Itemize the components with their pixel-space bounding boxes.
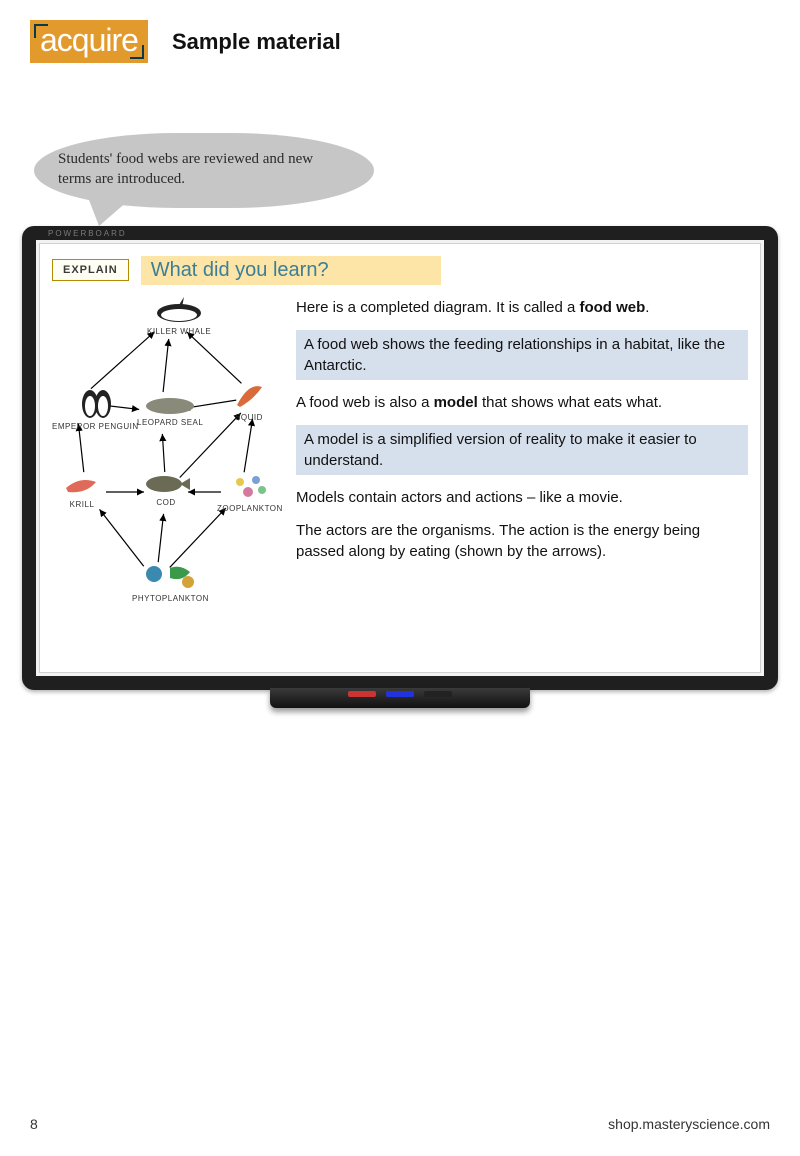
node-krill: KRILL (62, 472, 102, 509)
slide-content: KILLER WHALE EMPEROR PENGUIN LEOPARD SEA… (52, 297, 748, 617)
node-label: COD (156, 498, 175, 507)
acquire-logo: acquire (30, 20, 148, 63)
paragraph-4: The actors are the organisms. The action… (296, 520, 748, 562)
red-marker-icon (348, 691, 376, 697)
paragraph-3: Models contain actors and actions – like… (296, 487, 748, 508)
whiteboard-frame: POWERBOARD EXPLAIN What did you learn? (22, 226, 778, 690)
whiteboard-screen: EXPLAIN What did you learn? KILLER WHALE (39, 243, 761, 673)
page-footer: 8 shop.masteryscience.com (0, 1116, 800, 1132)
node-label: KRILL (70, 500, 95, 509)
black-marker-icon (424, 691, 452, 697)
definition-model: A model is a simplified version of reali… (296, 425, 748, 475)
board-brand-label: POWERBOARD (48, 229, 127, 238)
food-web-diagram: KILLER WHALE EMPEROR PENGUIN LEOPARD SEA… (52, 297, 282, 617)
node-leopard-seal: LEOPARD SEAL (137, 392, 203, 427)
node-label: KILLER WHALE (147, 327, 211, 336)
node-label: EMPEROR PENGUIN (52, 422, 139, 431)
footer-url: shop.masteryscience.com (608, 1116, 770, 1132)
page-header: acquire Sample material (0, 0, 800, 73)
node-squid: SQUID (232, 377, 266, 422)
node-phytoplankton: PHYTOPLANKTON (132, 562, 209, 603)
explain-title: What did you learn? (141, 256, 441, 285)
text-column: Here is a completed diagram. It is calle… (296, 297, 748, 617)
paragraph-1: Here is a completed diagram. It is calle… (296, 297, 748, 318)
node-cod: COD (142, 472, 190, 507)
node-emperor-penguin: EMPEROR PENGUIN (52, 382, 139, 431)
node-label: ZOOPLANKTON (217, 504, 283, 513)
node-label: SQUID (235, 413, 263, 422)
paragraph-2: A food web is also a model that shows wh… (296, 392, 748, 413)
speech-bubble: Students' food webs are reviewed and new… (34, 133, 374, 208)
page-number: 8 (30, 1116, 38, 1132)
speech-bubble-container: Students' food webs are reviewed and new… (34, 133, 800, 208)
explain-tag: EXPLAIN (52, 259, 129, 281)
node-zooplankton: ZOOPLANKTON (217, 472, 283, 513)
node-killer-whale: KILLER WHALE (147, 297, 211, 336)
marker-tray (270, 688, 530, 708)
node-label: LEOPARD SEAL (137, 418, 203, 427)
blue-marker-icon (386, 691, 414, 697)
explain-header: EXPLAIN What did you learn? (52, 256, 748, 285)
page-title: Sample material (172, 29, 341, 55)
definition-food-web: A food web shows the feeding relationshi… (296, 330, 748, 380)
node-label: PHYTOPLANKTON (132, 594, 209, 603)
